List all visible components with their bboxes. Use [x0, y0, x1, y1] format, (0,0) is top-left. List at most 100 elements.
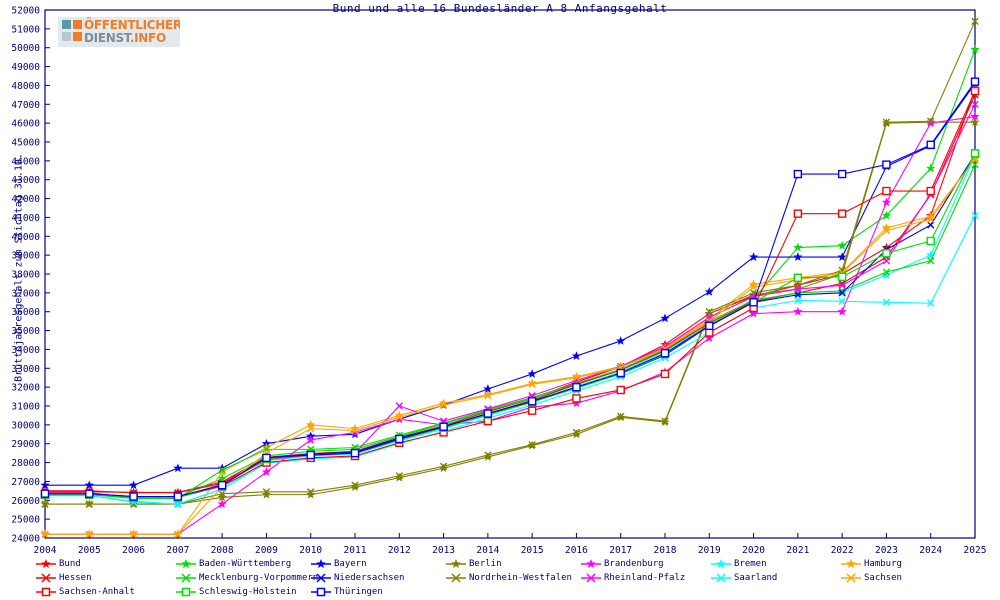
legend-item-label: Bremen — [734, 559, 767, 569]
data-point-marker — [217, 499, 227, 508]
data-point-marker — [483, 409, 493, 418]
y-tick-label: 25000 — [11, 515, 40, 526]
data-point-marker — [173, 463, 183, 473]
legend-item-label: Saarland — [734, 573, 778, 583]
legend-marker-star — [581, 558, 601, 569]
legend-marker-osq — [176, 587, 196, 597]
data-point-marker — [41, 530, 49, 538]
legend-item-bremen[interactable]: Bremen — [710, 557, 767, 571]
y-tick-label: 45000 — [11, 138, 40, 149]
data-point-marker — [837, 252, 847, 261]
data-point-marker — [927, 221, 935, 229]
data-point-marker — [793, 252, 803, 261]
legend-item-label: Sachsen-Anhalt — [59, 587, 135, 597]
data-point-marker — [660, 313, 670, 323]
legend-item-niedersachsen[interactable]: Niedersachsen — [310, 571, 404, 585]
y-tick-label: 24000 — [11, 534, 40, 545]
data-point-marker — [40, 480, 50, 490]
legend-item-schleswig-holstein[interactable]: Schleswig-Holstein — [175, 585, 297, 599]
legend-item-sachsen-anhalt[interactable]: Sachsen-Anhalt — [35, 585, 135, 599]
legend-item-sachsen[interactable]: Sachsen — [840, 571, 902, 585]
data-point-marker — [84, 480, 94, 490]
data-point-marker — [881, 197, 892, 207]
data-point-marker — [351, 426, 359, 435]
data-point-marker — [395, 472, 403, 480]
watermark-line2: DIENST.INFO — [84, 31, 166, 45]
data-point-marker — [794, 285, 802, 293]
legend-item-label: Bund — [59, 559, 81, 569]
x-tick-label: 2023 — [875, 545, 898, 556]
legend-item-hamburg[interactable]: Hamburg — [840, 557, 902, 571]
legend-item-rheinland-pfalz[interactable]: Rheinland-Pfalz — [580, 571, 685, 585]
legend-item-saarland[interactable]: Saarland — [710, 571, 777, 585]
data-point-marker — [838, 281, 846, 290]
series-th-ringen — [40, 77, 980, 501]
data-point-marker — [660, 369, 670, 379]
watermark-line2-suffix: .INFO — [129, 31, 166, 45]
data-point-marker — [571, 351, 582, 360]
data-point-marker — [838, 266, 846, 274]
legend-item-brandenburg[interactable]: Brandenburg — [580, 557, 664, 571]
data-point-marker — [970, 111, 980, 121]
data-point-marker — [660, 349, 670, 358]
legend-item-nordrhein-westfalen[interactable]: Nordrhein-Westfalen — [445, 571, 572, 585]
legend-item-berlin[interactable]: Berlin — [445, 557, 502, 571]
series-line — [45, 215, 976, 505]
legend-marker-star — [841, 558, 861, 569]
y-tick-label: 27000 — [11, 477, 40, 488]
data-point-marker — [217, 467, 227, 476]
line-chart-plot: 24000 25000 26000 27000 28000 29000 30000 31000… — [11, 6, 987, 557]
legend-marker-x — [446, 573, 466, 583]
legend-marker-x — [841, 573, 861, 583]
data-point-marker — [970, 86, 980, 96]
data-point-marker — [572, 374, 581, 382]
series-hessen — [41, 91, 979, 497]
y-tick-label: 29000 — [11, 439, 40, 450]
data-point-marker — [927, 257, 935, 265]
x-tick-label: 2007 — [166, 545, 189, 556]
x-tick-label: 2021 — [786, 545, 809, 556]
legend-row: Hessen Mecklenburg-Vorpommern Niedersachse… — [0, 571, 1000, 585]
legend-item-th-ringen[interactable]: Thüringen — [310, 585, 383, 599]
data-point-marker — [793, 169, 803, 179]
data-point-marker — [837, 209, 847, 218]
legend-item-bund[interactable]: Bund — [35, 557, 81, 571]
data-point-marker — [261, 467, 272, 476]
series-line — [45, 89, 976, 493]
data-point-marker — [439, 422, 448, 431]
x-tick-label: 2025 — [964, 545, 987, 556]
legend-item-label: Niedersachsen — [334, 573, 405, 583]
data-point-marker — [926, 140, 935, 150]
series-line — [45, 153, 976, 499]
legend-item-label: Berlin — [469, 559, 502, 569]
data-point-marker — [793, 209, 803, 218]
data-point-marker — [572, 382, 581, 392]
data-point-marker — [350, 427, 360, 437]
data-point-marker — [395, 413, 403, 422]
legend-item-mecklenburg-vorpommern[interactable]: Mecklenburg-Vorpommern — [175, 571, 318, 585]
data-point-marker — [439, 462, 448, 471]
legend-item-hessen[interactable]: Hessen — [35, 571, 92, 585]
data-point-marker — [704, 333, 714, 343]
data-point-marker — [617, 412, 625, 421]
data-point-marker — [838, 289, 846, 297]
series-line — [45, 153, 976, 498]
legend-item-label: Thüringen — [334, 587, 383, 597]
series-line — [45, 157, 976, 535]
legend-item-bayern[interactable]: Bayern — [310, 557, 367, 571]
data-point-marker — [262, 488, 271, 496]
x-tick-label: 2016 — [565, 545, 588, 556]
legend-item-label: Hessen — [59, 573, 92, 583]
legend-item-label: Baden-Württemberg — [199, 559, 292, 569]
data-point-marker — [748, 308, 759, 318]
legend-item-baden-w-rttemberg[interactable]: Baden-Württemberg — [175, 557, 291, 571]
y-tick-label: 28000 — [11, 458, 40, 469]
data-point-marker — [971, 160, 979, 169]
data-point-marker — [837, 272, 847, 282]
legend-item-label: Brandenburg — [604, 559, 664, 569]
data-point-marker — [85, 530, 93, 538]
series-line — [45, 90, 976, 499]
legend-item-label: Rheinland-Pfalz — [604, 573, 686, 583]
series-schleswig-holstein — [40, 149, 980, 502]
